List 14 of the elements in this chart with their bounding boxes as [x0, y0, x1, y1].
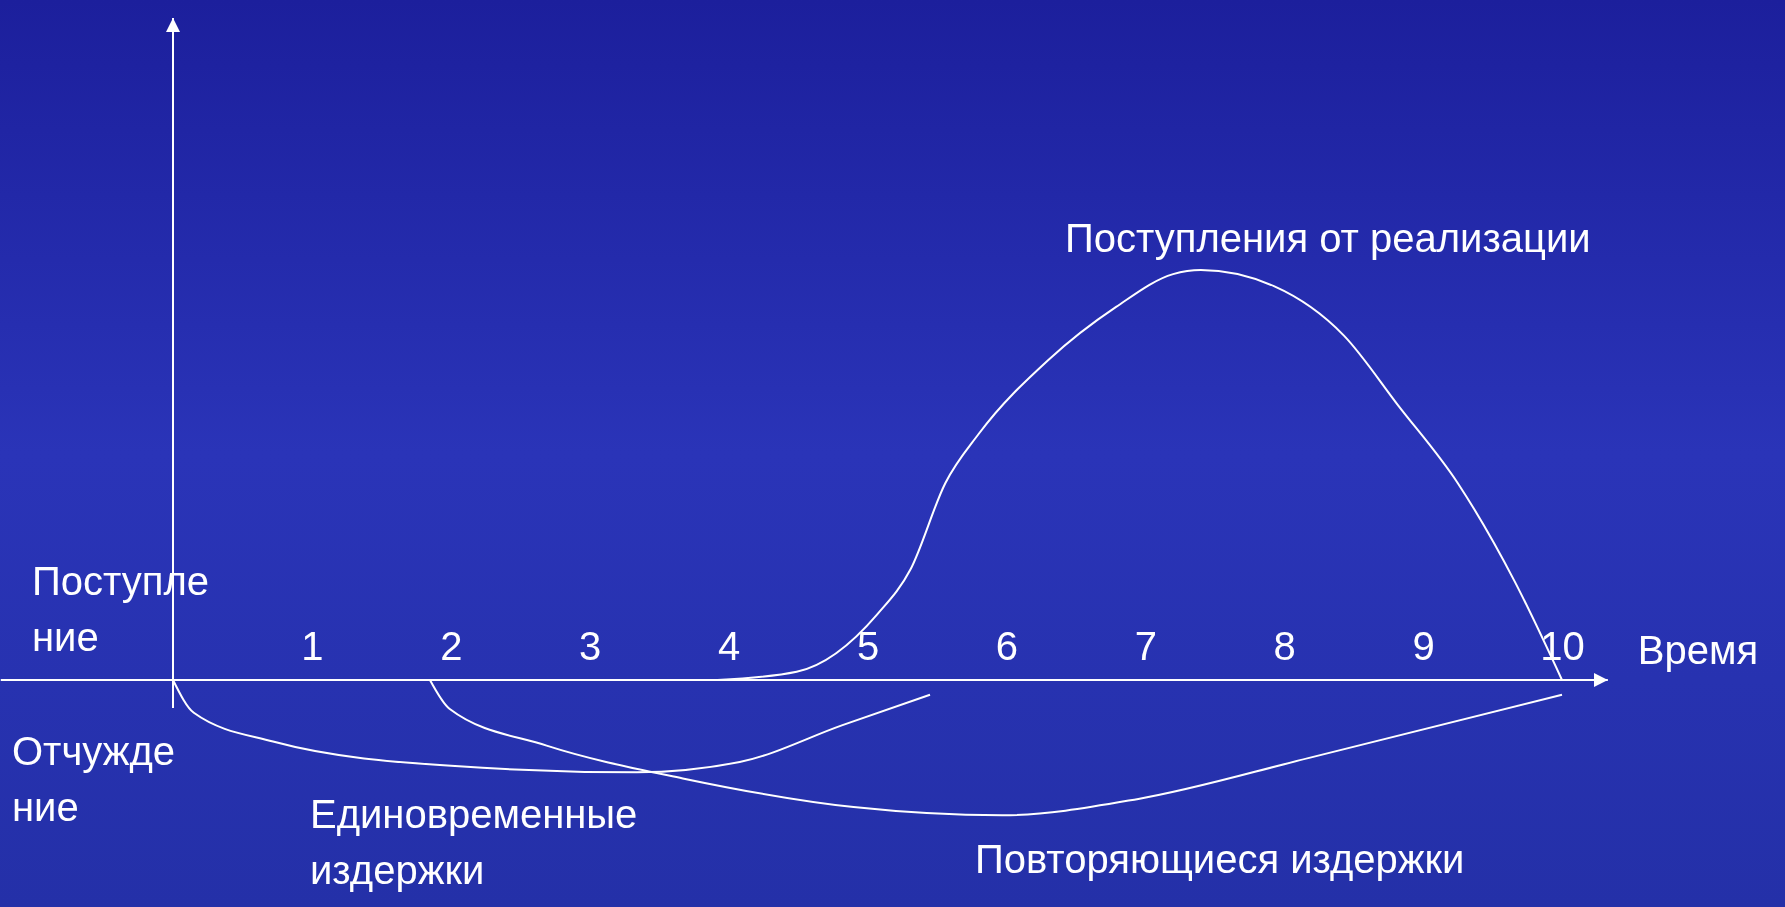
x-tick-label: 6 — [995, 624, 1019, 669]
x-tick-label: 5 — [856, 624, 880, 669]
x-tick-label: 4 — [717, 624, 741, 669]
series-label: Единовременные издержки — [310, 792, 638, 892]
x-tick-label: 2 — [440, 624, 463, 669]
x-tick-label: 3 — [579, 624, 602, 669]
series-label: Повторяющиеся издержки — [975, 837, 1465, 881]
annotation: Отчужде ние — [12, 729, 176, 829]
x-tick-label: 9 — [1412, 624, 1435, 669]
x-tick-label: 1 — [301, 624, 324, 669]
x-tick-label: 7 — [1134, 624, 1157, 669]
series-label: Поступления от реализации — [1065, 216, 1591, 260]
x-tick-label: 8 — [1273, 624, 1296, 669]
x-axis-title: Время — [1637, 628, 1759, 672]
